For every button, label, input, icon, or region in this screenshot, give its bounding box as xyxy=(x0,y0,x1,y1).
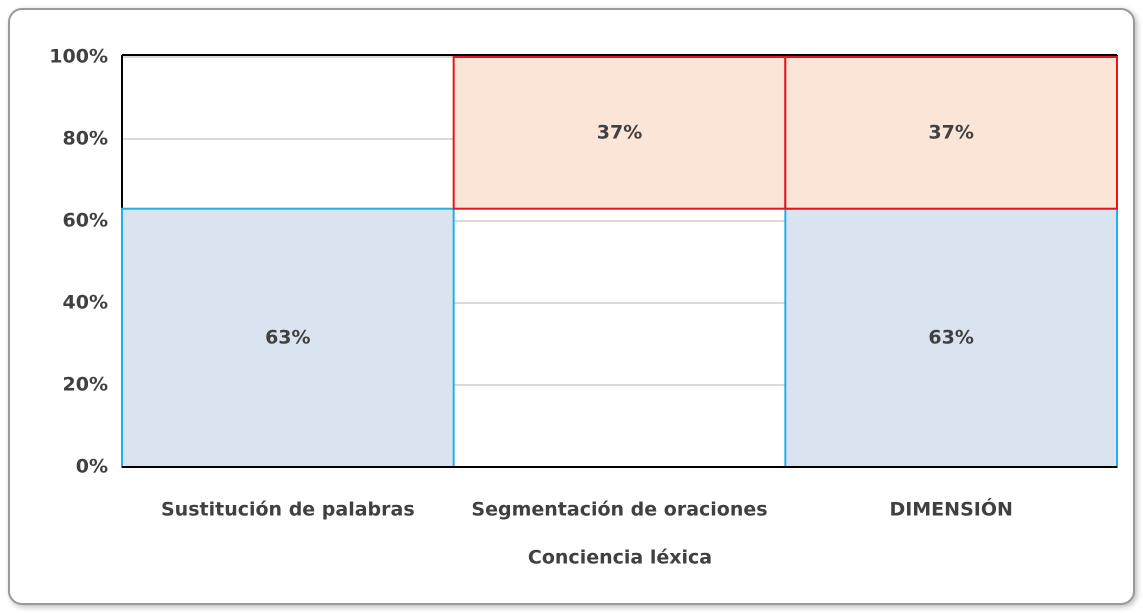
data-label: 63% xyxy=(928,326,973,348)
bar-segment xyxy=(784,56,1118,210)
y-tick-label: 0% xyxy=(76,456,108,478)
x-tick-label: Sustitución de palabras xyxy=(161,499,415,521)
x-tick-label: Segmentación de oraciones xyxy=(471,499,767,521)
y-tick-label: 80% xyxy=(63,128,108,150)
y-tick-label: 100% xyxy=(49,46,108,68)
x-axis-label: Conciencia léxica xyxy=(528,547,712,569)
data-label: 63% xyxy=(265,326,310,348)
y-tick-label: 40% xyxy=(63,292,108,314)
data-label: 37% xyxy=(597,121,642,143)
y-tick-label: 20% xyxy=(63,374,108,396)
data-label: 37% xyxy=(928,121,973,143)
y-tick-label: 60% xyxy=(63,210,108,232)
bar-segment xyxy=(452,56,787,210)
x-tick-label: DIMENSIÓN xyxy=(889,497,1012,521)
